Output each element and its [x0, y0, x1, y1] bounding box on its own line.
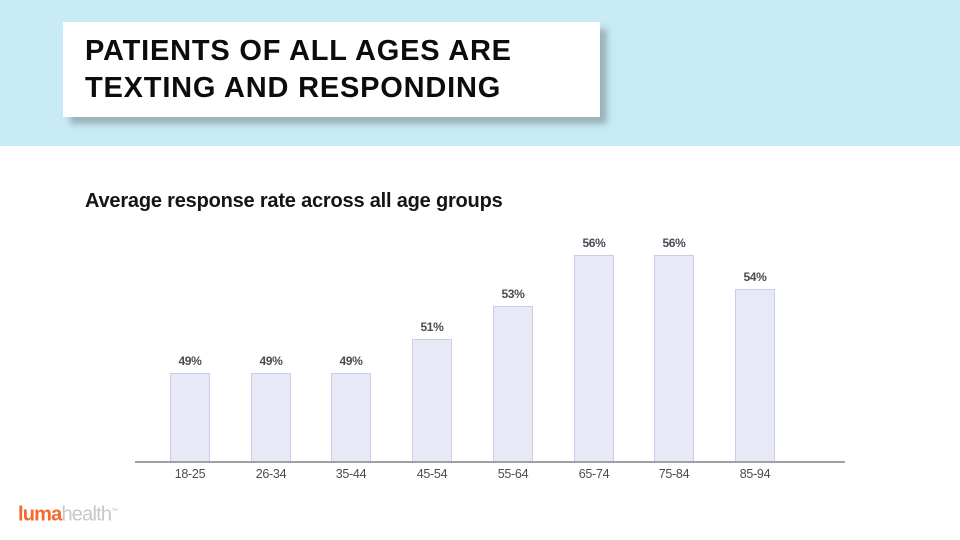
bar-value-label-26-34: 49% [259, 354, 283, 368]
trademark-symbol: ™ [111, 508, 119, 515]
x-axis-label-65-74: 65-74 [578, 467, 610, 481]
x-axis-label-26-34: 26-34 [255, 467, 287, 481]
bar-85-94 [735, 289, 775, 461]
bar-value-label-75-84: 56% [662, 236, 686, 250]
x-axis-label-55-64: 55-64 [497, 467, 529, 481]
x-axis-label-18-25: 18-25 [174, 467, 206, 481]
bar-18-25 [170, 373, 210, 461]
x-axis-label-45-54: 45-54 [416, 467, 448, 481]
bar-35-44 [331, 373, 371, 461]
bar-65-74 [574, 255, 614, 461]
bar-26-34 [251, 373, 291, 461]
x-axis-label-85-94: 85-94 [739, 467, 771, 481]
x-axis-label-75-84: 75-84 [658, 467, 690, 481]
title-card: PATIENTS OF ALL AGES ARE TEXTING AND RES… [63, 22, 600, 117]
logo-health-text: health [61, 503, 112, 526]
bar-value-label-85-94: 54% [743, 270, 767, 284]
page-title-line-2: TEXTING AND RESPONDING [85, 71, 502, 104]
bar-value-label-18-25: 49% [178, 354, 202, 368]
bar-value-label-65-74: 56% [582, 236, 606, 250]
x-axis-label-35-44: 35-44 [335, 467, 367, 481]
logo-luma-text: luma [18, 503, 62, 526]
lumahealth-logo: lumahealth™ [18, 502, 118, 525]
page-title-line-1: PATIENTS OF ALL AGES ARE [85, 34, 512, 67]
x-axis-line [135, 461, 845, 463]
chart-subtitle: Average response rate across all age gro… [85, 190, 503, 212]
bar-value-label-55-64: 53% [501, 287, 525, 301]
bar-value-label-35-44: 49% [339, 354, 363, 368]
bar-55-64 [493, 306, 533, 461]
bar-45-54 [412, 339, 452, 461]
bar-value-label-45-54: 51% [420, 320, 444, 334]
bar-chart: 49% 18-25 49% 26-34 49% 35-44 51% 45-54 53% 55-64… [135, 230, 845, 481]
bar-75-84 [654, 255, 694, 461]
